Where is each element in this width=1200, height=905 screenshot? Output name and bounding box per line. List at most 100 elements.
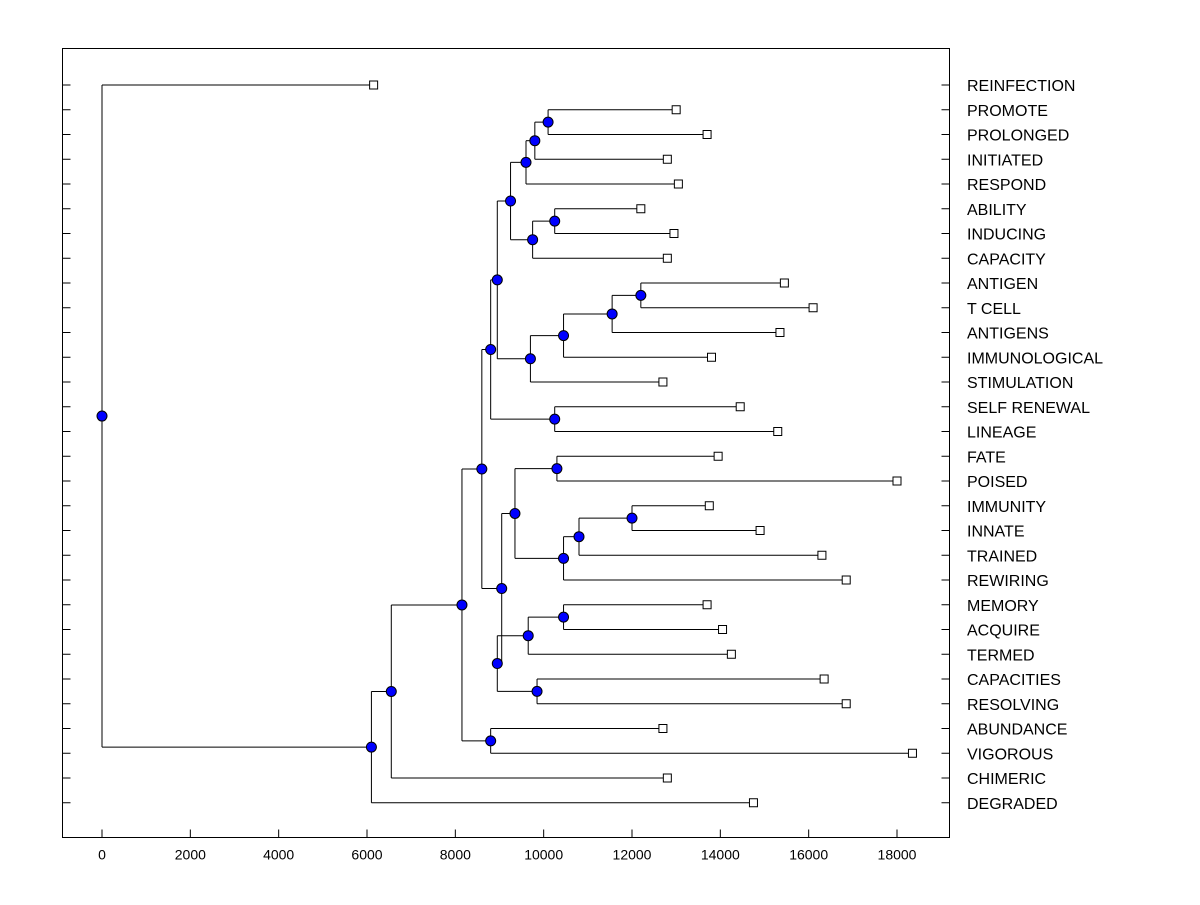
leaf-label: ABILITY xyxy=(967,202,1027,219)
leaf-label: INITIATED xyxy=(967,152,1043,169)
cluster-node-marker xyxy=(635,289,647,301)
leaf-label: VIGOROUS xyxy=(967,746,1053,763)
leaf-label: ABUNDANCE xyxy=(967,722,1067,739)
x-tick-label: 2000 xyxy=(175,847,206,863)
leaf-marker xyxy=(662,773,672,783)
leaf-label: POISED xyxy=(967,474,1027,491)
leaf-label: INDUCING xyxy=(967,227,1046,244)
leaf-marker xyxy=(702,130,712,139)
leaf-label: MEMORY xyxy=(967,598,1039,615)
leaf-marker xyxy=(702,600,712,610)
x-tick-label: 8000 xyxy=(440,847,471,863)
leaf-label: LINEAGE xyxy=(967,425,1036,442)
leaf-marker xyxy=(775,328,785,337)
left-ticks-group xyxy=(62,84,71,804)
leaf-label: TRAINED xyxy=(967,548,1037,565)
x-tick-label: 6000 xyxy=(351,847,382,863)
leaf-marker xyxy=(841,575,851,585)
leaf-marker xyxy=(669,229,679,238)
leaf-marker xyxy=(726,649,736,659)
x-tick-label: 10000 xyxy=(524,847,563,863)
leaf-marker xyxy=(735,402,745,412)
leaf-marker xyxy=(658,377,668,387)
cluster-node-marker xyxy=(485,344,497,356)
leaf-marker xyxy=(673,179,683,189)
leaf-marker xyxy=(907,748,917,758)
cluster-node-marker xyxy=(626,512,638,524)
cluster-node-marker xyxy=(551,463,563,475)
leaf-marker xyxy=(713,451,723,461)
x-tick-label: 16000 xyxy=(789,847,828,863)
leaf-label: IMMUNITY xyxy=(967,499,1046,516)
cluster-node-marker xyxy=(456,599,468,611)
cluster-node-marker xyxy=(491,274,503,286)
x-tick-label: 14000 xyxy=(701,847,740,863)
leaf-marker xyxy=(819,674,829,684)
leaf-marker xyxy=(779,278,789,288)
leaf-marker xyxy=(369,80,379,90)
leaf-label: ANTIGENS xyxy=(967,326,1049,343)
cluster-node-marker xyxy=(542,116,554,128)
x-tick-label: 12000 xyxy=(613,847,652,863)
right-ticks-group xyxy=(941,84,950,804)
cluster-node-marker xyxy=(524,353,536,365)
leaf-label: REWIRING xyxy=(967,573,1049,590)
x-tick-label: 4000 xyxy=(263,847,294,863)
leaf-marker xyxy=(841,699,851,709)
leaf-label: FATE xyxy=(967,449,1006,466)
leaf-label: CAPACITY xyxy=(967,251,1046,268)
cluster-node-marker xyxy=(529,135,541,147)
leaf-marker xyxy=(718,625,728,634)
cluster-node-marker xyxy=(96,410,108,422)
leaf-label: IMMUNOLOGICAL xyxy=(967,350,1103,367)
leaf-marker xyxy=(671,105,681,115)
leaf-label: ANTIGEN xyxy=(967,276,1038,293)
leaf-label: T CELL xyxy=(967,301,1021,318)
leaf-label: TERMED xyxy=(967,647,1035,664)
cluster-node-marker xyxy=(558,330,570,342)
cluster-node-marker xyxy=(496,583,508,595)
leaf-marker xyxy=(636,204,646,214)
leaf-marker xyxy=(817,550,827,560)
leaf-marker xyxy=(748,798,758,808)
leaf-label: DEGRADED xyxy=(967,796,1058,813)
x-axis-group: 0 2000 4000 6000 8000 10000 12000 14000 16000 180… xyxy=(98,829,917,863)
leaf-marker xyxy=(704,501,714,511)
leaf-label: SELF RENEWAL xyxy=(967,400,1090,417)
cluster-node-marker xyxy=(522,630,534,642)
leaf-marker xyxy=(707,352,716,362)
cluster-node-marker xyxy=(549,215,561,227)
markers-group xyxy=(96,80,917,808)
leaf-marker xyxy=(808,303,818,313)
leaf-label: REINFECTION xyxy=(967,78,1075,95)
leaf-marker xyxy=(662,253,672,263)
cluster-node-marker xyxy=(509,507,521,519)
cluster-node-marker xyxy=(485,735,497,747)
cluster-node-marker xyxy=(573,531,585,543)
leaf-marker xyxy=(662,154,672,164)
leaf-label: RESPOND xyxy=(967,177,1046,194)
leaf-label: STIMULATION xyxy=(967,375,1073,392)
leaf-label: PROLONGED xyxy=(967,128,1069,145)
leaf-label: CAPACITIES xyxy=(967,672,1061,689)
cluster-node-marker xyxy=(527,234,539,246)
cluster-node-marker xyxy=(505,195,517,207)
leaf-marker xyxy=(755,526,765,535)
leaf-label: PROMOTE xyxy=(967,103,1048,120)
x-tick-label: 0 xyxy=(98,847,106,863)
cluster-node-marker xyxy=(558,611,570,623)
leaf-label: INNATE xyxy=(967,524,1024,541)
leaf-label: RESOLVING xyxy=(967,697,1059,714)
cluster-node-marker xyxy=(476,463,488,475)
leaf-marker xyxy=(658,724,668,733)
x-tick-label: 18000 xyxy=(878,847,917,863)
cluster-node-marker xyxy=(558,552,570,564)
cluster-node-marker xyxy=(385,685,397,697)
cluster-node-marker xyxy=(606,308,618,320)
plot-frame xyxy=(62,48,950,838)
leaf-marker xyxy=(773,427,783,436)
branches-group xyxy=(101,84,913,804)
cluster-node-marker xyxy=(365,741,377,753)
